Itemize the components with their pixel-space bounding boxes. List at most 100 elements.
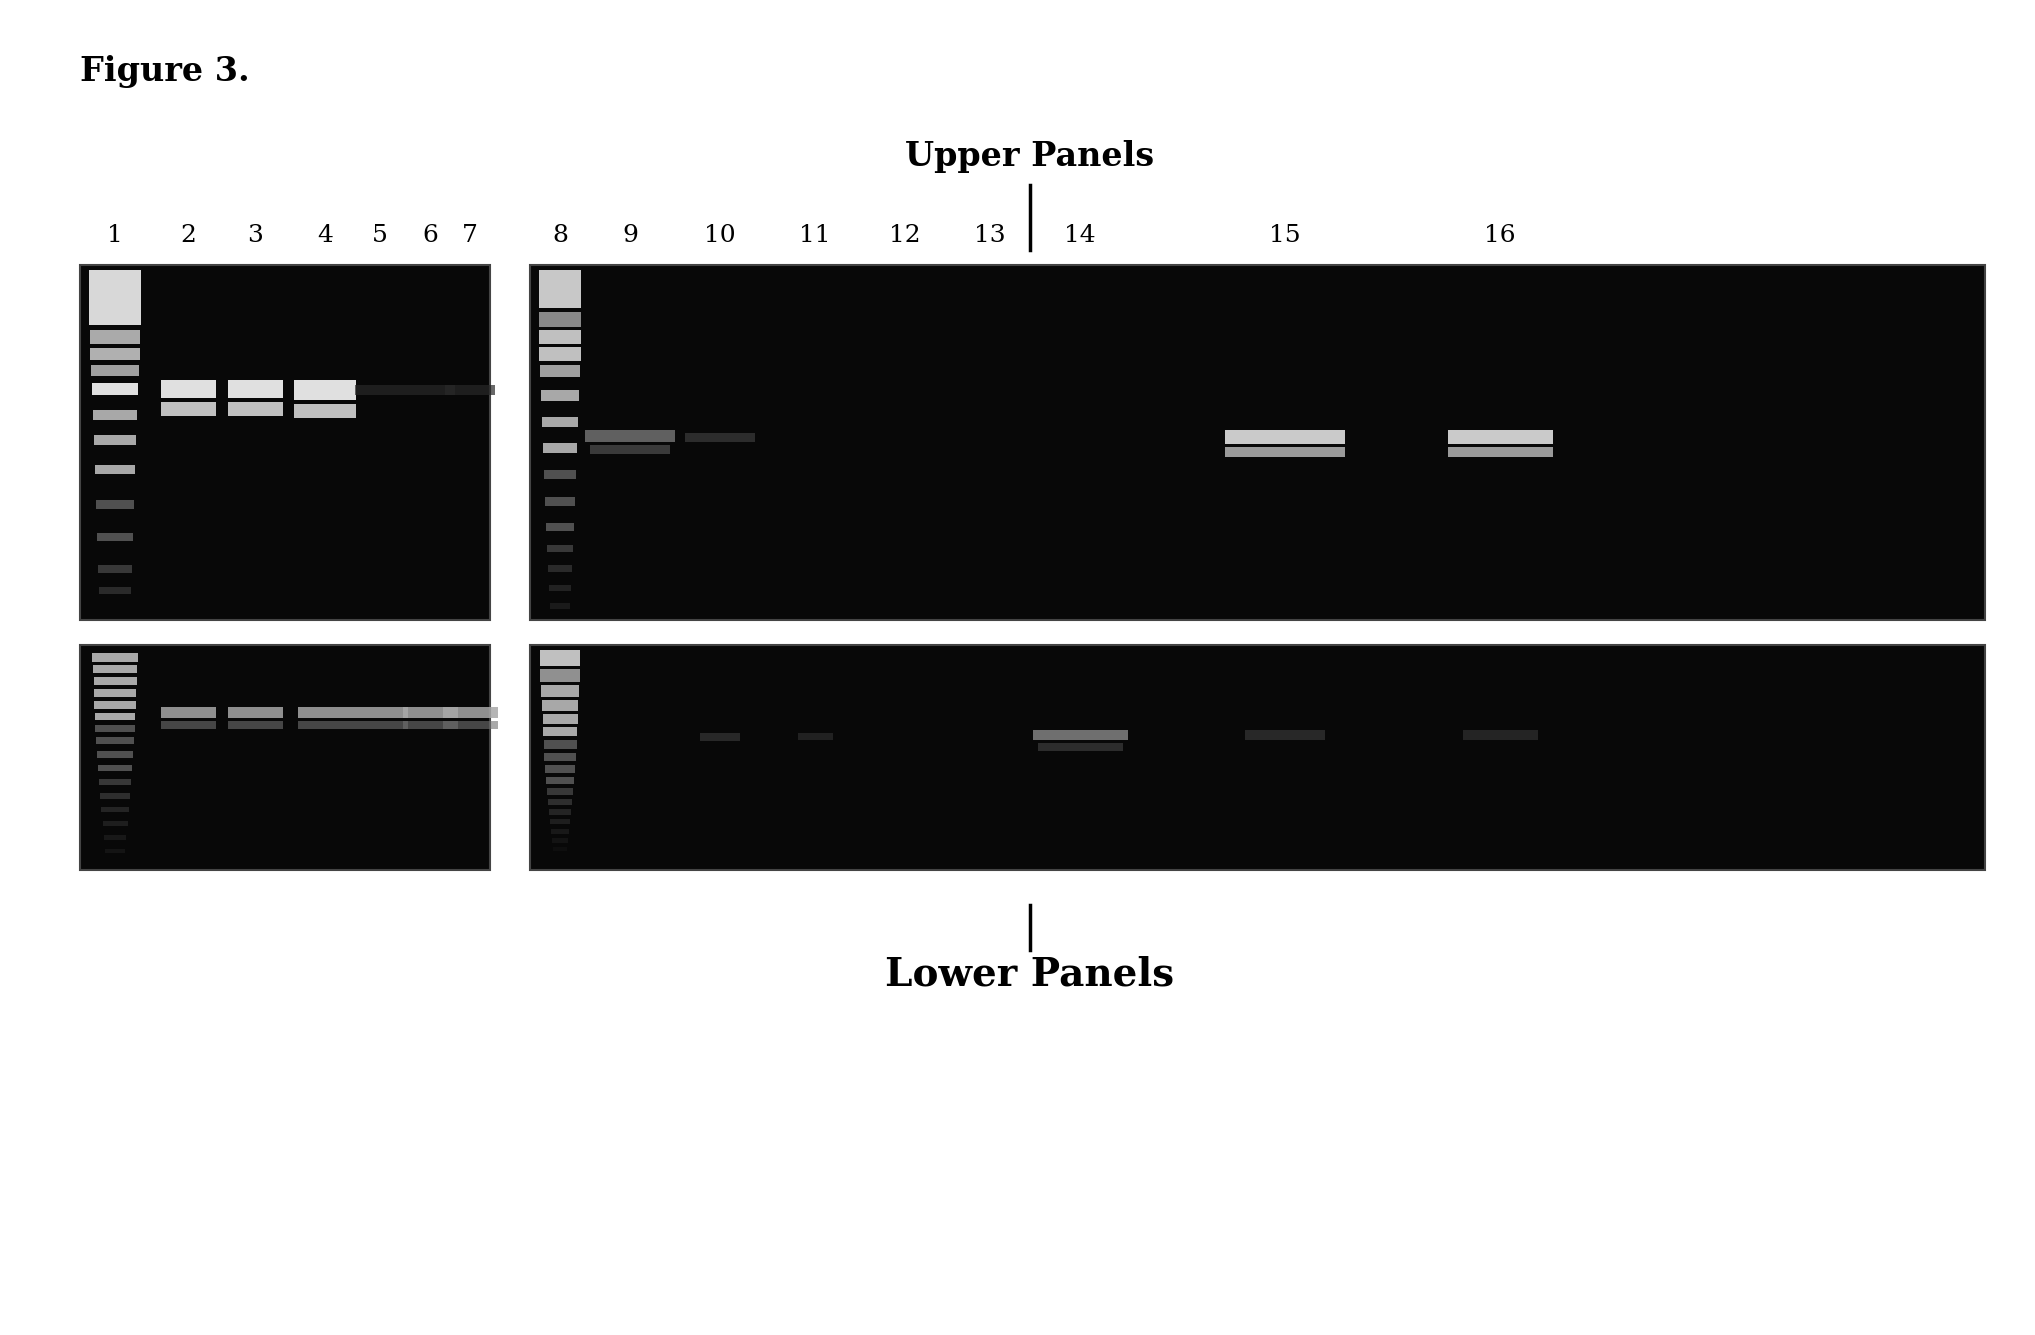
- Bar: [547, 545, 574, 551]
- Bar: [1038, 744, 1123, 752]
- Bar: [442, 721, 497, 729]
- Bar: [446, 384, 495, 395]
- Bar: [100, 587, 130, 594]
- Bar: [543, 753, 576, 761]
- Bar: [228, 708, 283, 718]
- Text: 6: 6: [421, 224, 438, 247]
- Text: 3: 3: [246, 224, 263, 247]
- Bar: [541, 417, 578, 427]
- Bar: [92, 383, 138, 395]
- Bar: [545, 777, 574, 784]
- Bar: [90, 348, 140, 360]
- Bar: [539, 270, 582, 308]
- Bar: [228, 380, 283, 398]
- Bar: [584, 430, 676, 442]
- Bar: [161, 721, 216, 729]
- Bar: [539, 312, 582, 327]
- Bar: [228, 721, 283, 729]
- Bar: [161, 402, 216, 417]
- Bar: [547, 800, 572, 805]
- Bar: [98, 752, 132, 758]
- Bar: [92, 653, 138, 662]
- Bar: [96, 737, 134, 744]
- Bar: [545, 765, 576, 773]
- Bar: [100, 793, 130, 800]
- Bar: [161, 380, 216, 398]
- Bar: [539, 330, 582, 344]
- Bar: [590, 445, 670, 454]
- Bar: [297, 721, 352, 729]
- Bar: [541, 700, 578, 712]
- Bar: [547, 788, 574, 796]
- Bar: [539, 364, 580, 376]
- Bar: [547, 565, 572, 571]
- Bar: [549, 809, 572, 814]
- Bar: [98, 765, 132, 772]
- Bar: [98, 533, 132, 541]
- Bar: [403, 721, 458, 729]
- Text: Upper Panels: Upper Panels: [906, 140, 1154, 174]
- Bar: [293, 380, 356, 400]
- Bar: [1447, 430, 1553, 445]
- Bar: [543, 470, 576, 479]
- Bar: [686, 433, 755, 442]
- Bar: [551, 838, 568, 842]
- Bar: [96, 501, 134, 509]
- Bar: [352, 708, 407, 718]
- Bar: [102, 806, 128, 812]
- Bar: [549, 603, 570, 609]
- Bar: [228, 402, 283, 417]
- Bar: [293, 405, 356, 418]
- Bar: [96, 465, 134, 474]
- Bar: [549, 818, 570, 824]
- Bar: [94, 410, 136, 421]
- Bar: [98, 565, 132, 573]
- Bar: [1463, 730, 1538, 740]
- Text: 5: 5: [372, 224, 389, 247]
- Text: 4: 4: [317, 224, 334, 247]
- Bar: [700, 733, 741, 741]
- Bar: [94, 701, 136, 709]
- Text: 13: 13: [975, 224, 1005, 247]
- Bar: [543, 443, 578, 453]
- Text: 1: 1: [108, 224, 122, 247]
- Bar: [104, 834, 126, 840]
- Bar: [96, 713, 134, 720]
- Bar: [545, 523, 574, 531]
- Bar: [161, 708, 216, 718]
- Bar: [90, 270, 140, 324]
- Bar: [352, 721, 407, 729]
- Bar: [1225, 430, 1345, 445]
- Text: 15: 15: [1270, 224, 1300, 247]
- Bar: [94, 677, 136, 685]
- Bar: [541, 685, 580, 697]
- Bar: [403, 708, 458, 718]
- Bar: [551, 829, 570, 834]
- Bar: [79, 645, 490, 870]
- Bar: [92, 364, 138, 376]
- Text: Figure 3.: Figure 3.: [79, 55, 250, 88]
- Bar: [543, 728, 578, 736]
- Text: 9: 9: [623, 224, 637, 247]
- Text: 7: 7: [462, 224, 478, 247]
- Bar: [79, 266, 490, 619]
- Bar: [405, 384, 456, 395]
- Text: 16: 16: [1484, 224, 1516, 247]
- Bar: [1447, 447, 1553, 457]
- Bar: [554, 846, 568, 850]
- Bar: [541, 390, 580, 400]
- Bar: [354, 384, 405, 395]
- Bar: [100, 780, 130, 785]
- Bar: [545, 497, 576, 506]
- Bar: [529, 266, 1984, 619]
- Bar: [529, 645, 1984, 870]
- Bar: [102, 821, 128, 826]
- Bar: [106, 849, 124, 853]
- Bar: [798, 733, 832, 740]
- Bar: [539, 650, 580, 666]
- Bar: [442, 708, 497, 718]
- Bar: [539, 347, 582, 360]
- Bar: [1032, 730, 1127, 740]
- Text: 14: 14: [1064, 224, 1095, 247]
- Bar: [94, 435, 136, 445]
